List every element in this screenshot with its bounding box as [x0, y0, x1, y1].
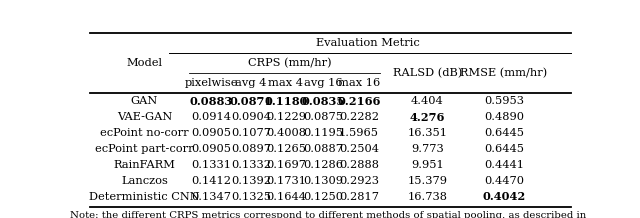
Text: 0.0887: 0.0887	[303, 144, 343, 154]
Text: 0.1697: 0.1697	[266, 160, 306, 170]
Text: ecPoint part-corr: ecPoint part-corr	[95, 144, 194, 154]
Text: 0.2166: 0.2166	[337, 96, 380, 107]
Text: 0.0897: 0.0897	[231, 144, 271, 154]
Text: 0.2888: 0.2888	[339, 160, 379, 170]
Text: 0.2504: 0.2504	[339, 144, 379, 154]
Text: VAE-GAN: VAE-GAN	[117, 112, 172, 122]
Text: 4.404: 4.404	[411, 96, 444, 106]
Text: 0.0871: 0.0871	[229, 96, 273, 107]
Text: 0.2817: 0.2817	[339, 192, 379, 202]
Text: 0.4441: 0.4441	[484, 160, 524, 170]
Text: 0.0835: 0.0835	[301, 96, 344, 107]
Text: 0.1309: 0.1309	[303, 176, 343, 186]
Text: Model: Model	[127, 58, 163, 68]
Text: avg 4: avg 4	[236, 78, 267, 88]
Text: 0.4470: 0.4470	[484, 176, 524, 186]
Text: 16.738: 16.738	[407, 192, 447, 202]
Text: Deterministic CNN: Deterministic CNN	[89, 192, 200, 202]
Text: RMSE (mm/hr): RMSE (mm/hr)	[460, 68, 548, 78]
Text: 0.0883: 0.0883	[190, 96, 233, 107]
Text: ecPoint no-corr: ecPoint no-corr	[100, 128, 189, 138]
Text: 0.6445: 0.6445	[484, 128, 524, 138]
Text: 1.5965: 1.5965	[339, 128, 379, 138]
Text: 15.379: 15.379	[407, 176, 447, 186]
Text: 9.951: 9.951	[411, 160, 444, 170]
Text: 0.1229: 0.1229	[266, 112, 306, 122]
Text: 0.2282: 0.2282	[339, 112, 379, 122]
Text: 0.2923: 0.2923	[339, 176, 379, 186]
Text: max 16: max 16	[338, 78, 380, 88]
Text: pixelwise: pixelwise	[185, 78, 238, 88]
Text: 0.1332: 0.1332	[231, 160, 271, 170]
Text: 0.4042: 0.4042	[483, 191, 525, 203]
Text: max 4: max 4	[268, 78, 303, 88]
Text: CRPS (mm/hr): CRPS (mm/hr)	[248, 58, 332, 68]
Text: 0.1644: 0.1644	[266, 192, 306, 202]
Text: 0.0905: 0.0905	[191, 128, 232, 138]
Text: 0.1347: 0.1347	[191, 192, 232, 202]
Text: 16.351: 16.351	[407, 128, 447, 138]
Text: 0.1265: 0.1265	[266, 144, 306, 154]
Text: 0.1250: 0.1250	[303, 192, 343, 202]
Text: 0.1077: 0.1077	[231, 128, 271, 138]
Text: 0.6445: 0.6445	[484, 144, 524, 154]
Text: 0.4890: 0.4890	[484, 112, 524, 122]
Text: 0.1331: 0.1331	[191, 160, 232, 170]
Text: 0.0904: 0.0904	[231, 112, 271, 122]
Text: Evaluation Metric: Evaluation Metric	[316, 38, 420, 48]
Text: 0.1195: 0.1195	[303, 128, 343, 138]
Text: avg 16: avg 16	[304, 78, 342, 88]
Text: 0.1286: 0.1286	[303, 160, 343, 170]
Text: RALSD (dB): RALSD (dB)	[392, 68, 462, 78]
Text: 4.276: 4.276	[410, 112, 445, 123]
Text: 0.1412: 0.1412	[191, 176, 232, 186]
Text: 0.0914: 0.0914	[191, 112, 232, 122]
Text: 0.1325: 0.1325	[231, 192, 271, 202]
Text: GAN: GAN	[131, 96, 158, 106]
Text: Lanczos: Lanczos	[121, 176, 168, 186]
Text: RainFARM: RainFARM	[113, 160, 175, 170]
Text: 0.1180: 0.1180	[264, 96, 308, 107]
Text: 9.773: 9.773	[411, 144, 444, 154]
Text: 0.0905: 0.0905	[191, 144, 232, 154]
Text: 0.1392: 0.1392	[231, 176, 271, 186]
Text: 0.0875: 0.0875	[303, 112, 343, 122]
Text: Note: the different CRPS metrics correspond to different methods of spatial pool: Note: the different CRPS metrics corresp…	[70, 211, 586, 218]
Text: 0.4008: 0.4008	[266, 128, 306, 138]
Text: 0.1731: 0.1731	[266, 176, 306, 186]
Text: 0.5953: 0.5953	[484, 96, 524, 106]
